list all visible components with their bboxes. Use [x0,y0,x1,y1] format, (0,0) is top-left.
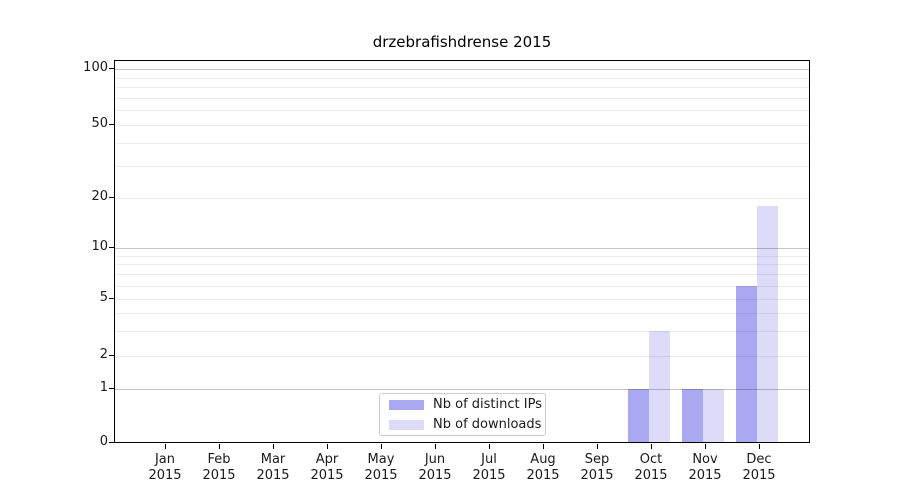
x-tick-label-sep-2015: Sep 2015 [580,452,614,483]
x-tick-oct-2015 [651,444,652,449]
legend-label-distinct-ips: Nb of distinct IPs [433,397,542,412]
x-tick-feb-2015 [219,444,220,449]
legend-label-downloads: Nb of downloads [433,417,542,432]
gridline-minor-5 [115,299,809,300]
x-tick-label-nov-2015: Nov 2015 [688,452,722,483]
legend-swatch-downloads-icon [389,419,424,430]
x-tick-label-jan-2015: Jan 2015 [148,452,182,483]
y-tick-label-2: 2 [99,347,108,362]
y-tick-label-5: 5 [99,290,108,305]
gridline-major-100 [115,69,809,70]
x-tick-jun-2015 [435,444,436,449]
gridline-minor-8 [115,264,809,266]
y-tick-5 [109,298,114,299]
gridline-minor-50 [115,125,809,126]
gridline-major-10 [115,248,809,249]
x-tick-dec-2015 [759,444,760,449]
y-tick-label-0: 0 [99,434,108,449]
y-tick-2 [109,355,114,356]
gridline-minor-4 [115,312,809,314]
x-tick-label-aug-2015: Aug 2015 [526,452,560,483]
x-tick-apr-2015 [327,444,328,449]
gridline-minor-20 [115,198,809,199]
x-tick-aug-2015 [543,444,544,449]
y-tick-label-1: 1 [99,380,108,395]
x-tick-jul-2015 [489,444,490,449]
legend: Nb of distinct IPs Nb of downloads [379,393,546,436]
x-tick-may-2015 [381,444,382,449]
bar-nb-of-downloads-oct-2015 [649,330,670,442]
y-tick-1 [109,388,114,389]
gridline-minor-80 [115,87,809,89]
x-tick-label-oct-2015: Oct 2015 [634,452,668,483]
x-tick-nov-2015 [705,444,706,449]
x-tick-label-feb-2015: Feb 2015 [202,452,236,483]
gridline-minor-9 [115,255,809,257]
gridline-minor-60 [115,110,809,112]
chart-title: drzebrafishdrense 2015 [372,33,552,51]
x-tick-label-mar-2015: Mar 2015 [256,452,290,483]
gridline-minor-2 [115,356,809,357]
y-tick-10 [109,247,114,248]
bar-nb-of-downloads-dec-2015 [757,205,778,442]
y-tick-50 [109,124,114,125]
y-tick-20 [109,197,114,198]
x-tick-label-jun-2015: Jun 2015 [418,452,452,483]
x-tick-sep-2015 [597,444,598,449]
y-tick-100 [109,68,114,69]
y-tick-label-20: 20 [91,189,108,204]
bar-nb-of-distinct-ips-nov-2015 [682,389,703,442]
bar-nb-of-distinct-ips-dec-2015 [736,285,757,442]
y-tick-label-10: 10 [91,239,108,254]
x-tick-label-apr-2015: Apr 2015 [310,452,344,483]
x-tick-jan-2015 [165,444,166,449]
x-tick-label-may-2015: May 2015 [364,452,398,483]
gridline-minor-3 [115,330,809,332]
x-tick-label-dec-2015: Dec 2015 [742,452,776,483]
gridline-minor-7 [115,274,809,276]
legend-item-distinct-ips: Nb of distinct IPs [389,397,542,412]
x-tick-label-jul-2015: Jul 2015 [472,452,506,483]
legend-item-downloads: Nb of downloads [389,417,541,432]
gridline-minor-6 [115,285,809,287]
gridline-minor-90 [115,77,809,79]
gridline-minor-40 [115,142,809,144]
x-tick-mar-2015 [273,444,274,449]
gridline-minor-30 [115,165,809,167]
y-tick-label-100: 100 [83,60,108,75]
y-tick-label-50: 50 [91,116,108,131]
bar-nb-of-distinct-ips-oct-2015 [628,389,649,442]
y-tick-0 [109,442,114,443]
plot-area [114,60,810,443]
legend-swatch-distinct-ips-icon [389,399,424,410]
bar-nb-of-downloads-nov-2015 [703,389,724,442]
gridline-minor-70 [115,97,809,99]
